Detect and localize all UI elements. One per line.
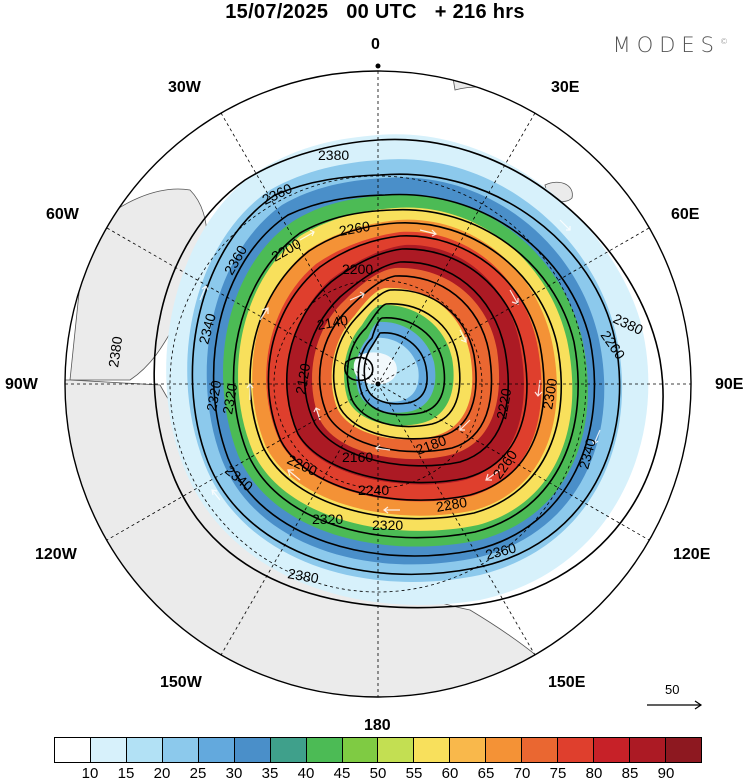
pole-marker bbox=[375, 381, 381, 387]
colorbar-swatch bbox=[162, 738, 199, 762]
colorbar-swatch bbox=[270, 738, 307, 762]
colorbar-tick-label: 40 bbox=[297, 765, 315, 782]
contour-label: 2300 bbox=[539, 377, 560, 411]
colorbar-swatch bbox=[414, 738, 451, 762]
contour-label: 2160 bbox=[342, 449, 373, 465]
colorbar-tick-label: 10 bbox=[81, 765, 99, 782]
contour-label: 2320 bbox=[312, 511, 343, 527]
reference-vector-value: 50 bbox=[665, 682, 680, 697]
colorbar-tick-label: 70 bbox=[513, 765, 531, 782]
lon-label-150e: 150E bbox=[548, 674, 586, 691]
pole-marker-top bbox=[375, 63, 381, 69]
colorbar bbox=[54, 737, 702, 763]
colorbar-swatch bbox=[665, 738, 701, 762]
lon-label-120w: 120W bbox=[35, 546, 77, 563]
contour-2340 bbox=[212, 193, 596, 557]
colorbar-tick-label: 85 bbox=[621, 765, 639, 782]
height-contours bbox=[153, 138, 664, 609]
lon-label-180: 180 bbox=[364, 717, 391, 734]
colorbar-tick-label: 65 bbox=[477, 765, 495, 782]
colorbar-swatch bbox=[522, 738, 559, 762]
title-lead: + 216 hrs bbox=[434, 1, 525, 23]
lon-label-60e: 60E bbox=[671, 206, 700, 223]
colorbar-tick-label: 50 bbox=[369, 765, 387, 782]
colorbar-swatch bbox=[90, 738, 127, 762]
contour-label: 2140 bbox=[316, 312, 350, 333]
contour-2140 bbox=[363, 332, 428, 405]
lon-label-150w: 150W bbox=[160, 674, 202, 691]
contour-2180 bbox=[346, 303, 461, 428]
contour-label: 2360 bbox=[484, 539, 518, 563]
colorbar-swatch bbox=[234, 738, 271, 762]
wind-speed-shading bbox=[166, 134, 649, 605]
colorbar-tick-label: 45 bbox=[333, 765, 351, 782]
lon-label-90e: 90E bbox=[715, 376, 744, 393]
contour-label: 2120 bbox=[292, 362, 313, 396]
colorbar-tick-label: 35 bbox=[261, 765, 279, 782]
colorbar-swatch bbox=[342, 738, 379, 762]
contour-label: 2280 bbox=[435, 494, 469, 515]
colorbar-swatch bbox=[558, 738, 595, 762]
wind-arrows bbox=[199, 219, 601, 514]
colorbar-tick-label: 25 bbox=[189, 765, 207, 782]
contour-2260 bbox=[286, 248, 528, 484]
colorbar-ticks: 10 15 20 25 30 35 40 45 50 55 60 65 70 75 80 85 90 bbox=[54, 765, 702, 783]
contour-label: 2340 bbox=[575, 436, 599, 470]
colorbar-tick-label: 75 bbox=[549, 765, 567, 782]
map-boundary bbox=[64, 70, 692, 698]
colorbar-tick-label: 20 bbox=[153, 765, 171, 782]
contour-label: 2220 bbox=[493, 387, 514, 421]
contour-label: 2200 bbox=[342, 261, 373, 277]
contour-label: 2260 bbox=[338, 218, 372, 239]
lon-label-60w: 60W bbox=[46, 206, 79, 223]
contour-label: 2380 bbox=[318, 147, 349, 163]
contour-2380 bbox=[153, 138, 664, 609]
contour-2200 bbox=[332, 289, 477, 440]
contour-labels: 2380 2360 2360 2340 2380 2320 2320 2260 … bbox=[105, 147, 646, 586]
contour-2240 bbox=[303, 261, 509, 467]
colorbar-swatch bbox=[630, 738, 666, 762]
contour-2160 bbox=[357, 317, 446, 416]
colorbar-swatch bbox=[126, 738, 163, 762]
title-date: 15/07/2025 bbox=[225, 1, 329, 23]
colorbar-tick-label: 15 bbox=[117, 765, 135, 782]
contour-label: 2320 bbox=[203, 379, 224, 413]
lon-label-120e: 120E bbox=[673, 546, 711, 563]
title-time: 00 UTC bbox=[346, 1, 417, 23]
lon-label-30w: 30W bbox=[168, 79, 201, 96]
brand-mark: © bbox=[720, 37, 728, 46]
contour-2220 bbox=[318, 275, 493, 453]
reference-arrow-icon bbox=[647, 700, 703, 710]
colorbar-tick-label: 30 bbox=[225, 765, 243, 782]
contour-label: 2320 bbox=[219, 382, 240, 416]
brand-name: MODES bbox=[612, 33, 720, 57]
brand-logo: MODES© bbox=[613, 33, 728, 57]
contour-label: 2380 bbox=[105, 335, 125, 368]
colorbar-tick-label: 60 bbox=[441, 765, 459, 782]
colorbar-swatch bbox=[450, 738, 487, 762]
colorbar-swatch bbox=[306, 738, 343, 762]
chart-title: 15/07/2025 00 UTC + 216 hrs bbox=[0, 0, 750, 24]
contour-2280 bbox=[267, 235, 545, 501]
contour-2360 bbox=[191, 173, 621, 576]
contour-label: 2320 bbox=[372, 517, 403, 533]
contour-2120 bbox=[344, 356, 374, 382]
colorbar-swatch bbox=[486, 738, 523, 762]
colorbar-swatch bbox=[594, 738, 630, 762]
colorbar-tick-label: 80 bbox=[585, 765, 603, 782]
polar-map: 2380 2360 2360 2340 2380 2320 2320 2260 … bbox=[64, 63, 692, 698]
contour-label: 2340 bbox=[195, 311, 219, 345]
contour-2320 bbox=[232, 208, 579, 539]
colorbar-swatch bbox=[55, 738, 91, 762]
contour-2300 bbox=[249, 222, 563, 520]
colorbar-tick-label: 55 bbox=[405, 765, 423, 782]
lon-label-30e: 30E bbox=[551, 79, 580, 96]
lon-label-90w: 90W bbox=[5, 376, 38, 393]
colorbar-tick-label: 90 bbox=[657, 765, 675, 782]
contour-label: 2380 bbox=[286, 565, 320, 586]
colorbar-swatch bbox=[198, 738, 235, 762]
colorbar-swatch bbox=[378, 738, 415, 762]
lon-label-0: 0 bbox=[371, 36, 380, 53]
contour-label: 2240 bbox=[358, 482, 389, 498]
